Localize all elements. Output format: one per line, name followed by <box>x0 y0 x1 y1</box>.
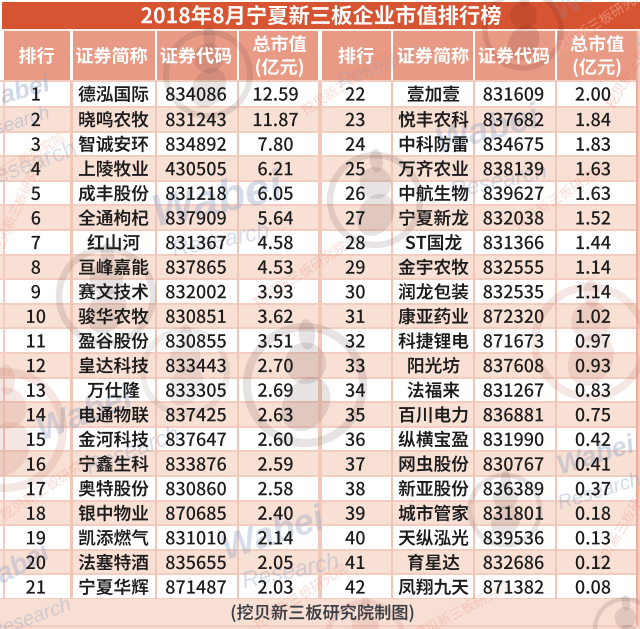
svg-text:Research: Research <box>0 593 74 629</box>
svg-text:Research: Research <box>82 420 183 480</box>
svg-text:Research: Research <box>630 0 640 58</box>
svg-text:Research: Research <box>334 38 426 93</box>
svg-text:Research: Research <box>0 135 80 196</box>
